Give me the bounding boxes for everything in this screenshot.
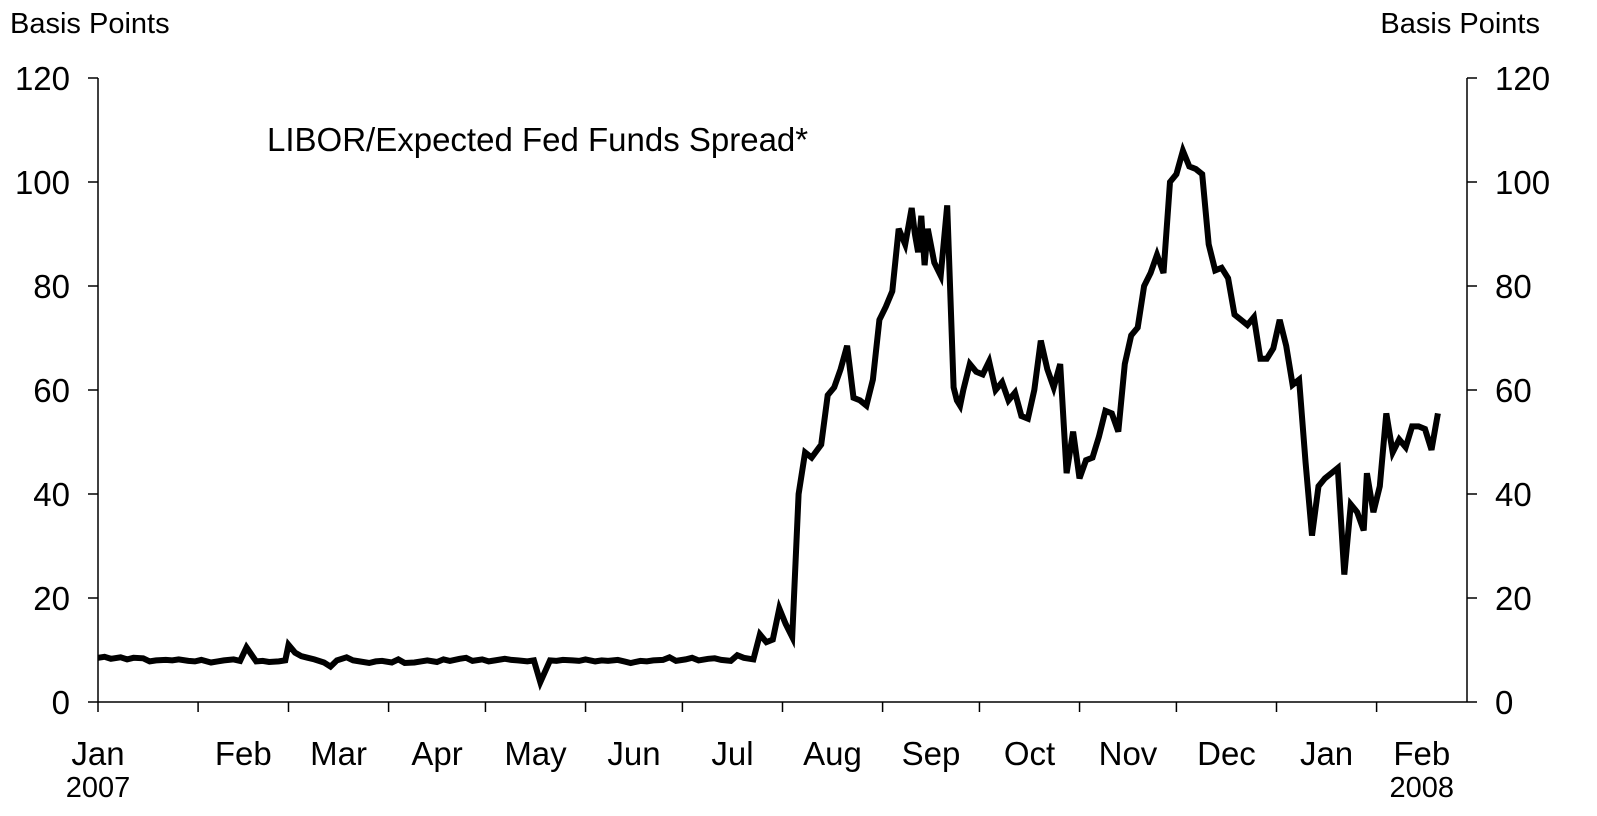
x-tick-label: Dec [1197, 735, 1256, 772]
x-axis-ticks: Jan Feb Mar Apr May Jun Jul Aug Sep Oct Nov Dec Jan F… [66, 702, 1454, 804]
x-tick-label: Mar [310, 735, 367, 772]
x-tick-label: Jun [607, 735, 660, 772]
series-line [97, 141, 1441, 691]
left-y-tick-label: 40 [33, 476, 70, 513]
left-y-tick-label: 120 [15, 60, 70, 97]
x-tick-label: Jan [71, 735, 124, 772]
x-tick-label: Feb [215, 735, 272, 772]
right-y-tick-label: 80 [1495, 268, 1532, 305]
x-tick-label: Sep [902, 735, 961, 772]
right-y-tick-label: 0 [1495, 684, 1513, 721]
x-tick-label: Jul [711, 735, 753, 772]
x-year-label: 2008 [1390, 772, 1455, 804]
right-y-tick-label: 60 [1495, 372, 1532, 409]
x-year-label: 2007 [66, 772, 131, 804]
left-y-tick-label: 60 [33, 372, 70, 409]
x-tick-label: Jan [1300, 735, 1353, 772]
left-y-tick-label: 100 [15, 164, 70, 201]
left-y-tick-label: 20 [33, 580, 70, 617]
left-y-tick-label: 0 [52, 684, 70, 721]
x-tick-label: Oct [1004, 735, 1055, 772]
right-y-tick-label: 40 [1495, 476, 1532, 513]
right-y-axis-label: Basis Points [1380, 8, 1540, 40]
x-tick-label: May [504, 735, 567, 772]
x-tick-label: Feb [1393, 735, 1450, 772]
series-layer [97, 141, 1441, 691]
right-y-tick-label: 20 [1495, 580, 1532, 617]
right-y-tick-label: 100 [1495, 164, 1550, 201]
x-tick-label: Apr [411, 735, 462, 772]
chart-title: LIBOR/Expected Fed Funds Spread* [267, 121, 808, 158]
left-y-tick-label: 80 [33, 268, 70, 305]
left-y-axis-label: Basis Points [10, 8, 170, 40]
x-tick-label: Aug [803, 735, 862, 772]
x-tick-label: Nov [1099, 735, 1158, 772]
y-axis-ticks: 0 0 20 20 40 40 60 60 80 80 100 100 120 120 [15, 60, 1550, 721]
right-y-tick-label: 120 [1495, 60, 1550, 97]
